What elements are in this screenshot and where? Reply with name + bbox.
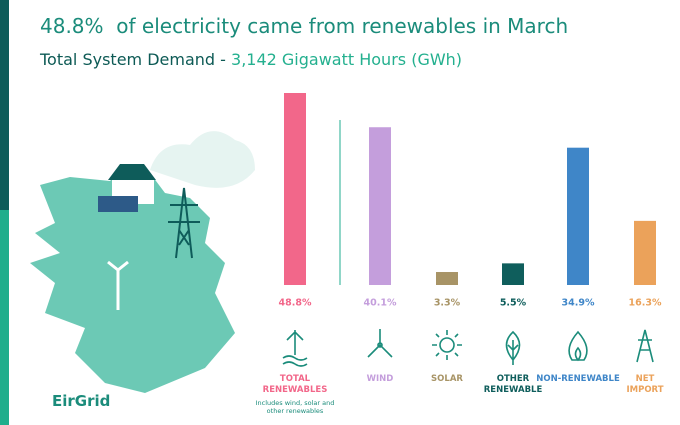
subtitle: Total System Demand - 3,142 Gigawatt Hou… <box>40 50 462 69</box>
category-label: OTHER RENEWABLE <box>483 374 543 395</box>
logo: EirGrid <box>52 392 111 410</box>
house <box>98 164 156 212</box>
bar <box>369 127 391 285</box>
side-strip <box>0 0 9 210</box>
category-label: TOTAL RENEWABLES <box>262 374 328 395</box>
icons <box>282 329 654 367</box>
value-label: 5.5% <box>500 298 527 309</box>
value-label: 34.9% <box>562 298 595 309</box>
category-label: NON-RENEWABLE <box>536 374 620 384</box>
cloud <box>150 131 255 188</box>
category-note: Includes wind, solar and other renewable… <box>255 399 335 416</box>
bar <box>567 147 589 285</box>
pylon <box>168 187 200 259</box>
bar <box>436 272 458 285</box>
value-label: 16.3% <box>629 298 662 309</box>
subtitle-value: 3,142 Gigawatt Hours (GWh) <box>231 50 463 69</box>
bar <box>284 93 306 285</box>
value-label: 3.3% <box>434 298 461 309</box>
turbine <box>98 117 129 310</box>
category-label: WIND <box>366 374 394 384</box>
category-label: SOLAR <box>431 374 463 384</box>
title-text: of electricity came from renewables in M… <box>116 14 569 38</box>
subtitle-label: Total System Demand - <box>40 50 226 69</box>
bar <box>634 220 656 285</box>
title: 48.8% of electricity came from renewable… <box>40 14 568 38</box>
map <box>30 171 235 393</box>
value-label: 40.1% <box>364 298 397 309</box>
value-label: 48.8% <box>279 298 312 309</box>
side-strip <box>0 210 9 425</box>
title-value: 48.8% <box>40 14 104 38</box>
bar <box>502 263 524 285</box>
category-label: NET IMPORT <box>626 374 664 395</box>
